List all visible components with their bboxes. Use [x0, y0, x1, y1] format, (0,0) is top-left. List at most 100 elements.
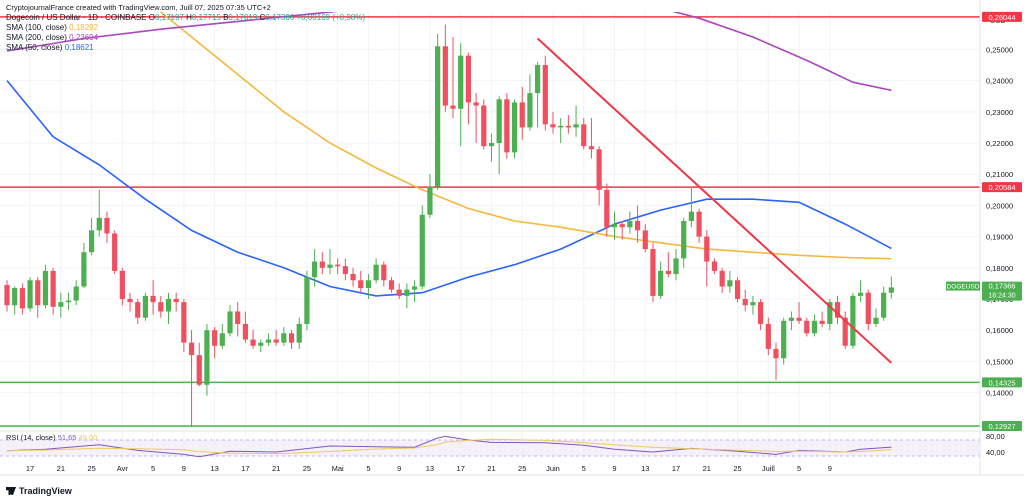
candle-body	[96, 217, 102, 231]
candle-body	[365, 280, 372, 289]
candle-body	[681, 221, 687, 259]
candle-body	[504, 99, 510, 153]
candle-body	[881, 292, 887, 318]
candle-body	[265, 339, 272, 343]
candle-body	[204, 330, 210, 385]
level-tag	[982, 11, 1022, 22]
time-tick-label: 13	[426, 464, 434, 473]
candle-body	[19, 288, 25, 309]
candle-body	[788, 317, 794, 321]
rsi-pane	[0, 435, 980, 458]
candle-body	[842, 317, 848, 346]
candle-body	[704, 236, 710, 262]
candle-body	[4, 284, 10, 306]
candle-body	[27, 280, 33, 309]
horizontal-levels	[0, 16, 980, 427]
level-tag-label: 0,14325	[988, 378, 1015, 387]
resistance-trendline	[536, 37, 893, 364]
candle-body	[827, 302, 833, 324]
rsi-value: 51,65	[57, 433, 77, 442]
time-axis: 17 21 25 Avr 5 9 13 17 21 25 Mai 5 9 13 17 21 25 Juin 5 9 13…	[0, 464, 1024, 476]
candle-body	[227, 311, 233, 334]
candle-body	[188, 342, 195, 356]
candle-body	[581, 124, 587, 147]
sma50-legend[interactable]: SMA (50, close) 0,18621	[6, 43, 94, 52]
candle-body	[273, 339, 279, 343]
candle-body	[465, 55, 471, 103]
candle-body	[58, 302, 64, 307]
candle-body	[281, 333, 287, 343]
brand-name: TradingView	[19, 486, 72, 496]
time-tick-label: 9	[828, 464, 832, 473]
candle-body	[658, 270, 664, 296]
time-tick-label: 21	[272, 464, 280, 473]
candle-body	[565, 125, 571, 128]
candle-body	[634, 221, 641, 231]
time-tick-label: 21	[57, 464, 65, 473]
price-tick-label: 0,24000	[986, 77, 1013, 86]
candle-body	[511, 102, 518, 153]
time-tick-label: 17	[457, 464, 465, 473]
candle-body	[804, 320, 810, 334]
candle-body	[327, 264, 333, 268]
sma100-legend[interactable]: SMA (100, close) 0,18292	[6, 23, 99, 32]
candle-body	[358, 280, 364, 289]
candle-body	[458, 55, 464, 109]
candle-body	[496, 99, 502, 144]
candle-body	[35, 280, 41, 306]
candle-body	[319, 261, 325, 268]
candle-body	[550, 124, 556, 128]
rsi-tick-label: 40,00	[986, 448, 1005, 457]
time-tick-label: 25	[518, 464, 526, 473]
sma200-legend[interactable]: SMA (200, close) 0,23694	[6, 33, 99, 42]
high-value: 0,17715	[191, 13, 221, 22]
watermark-title: CryptojournalFrance created with Trading…	[6, 3, 271, 12]
candle-body	[742, 298, 748, 306]
level-tag	[982, 421, 1022, 432]
tradingview-logo-icon	[6, 487, 16, 495]
candle-body	[873, 317, 879, 324]
candle-body	[773, 348, 779, 359]
price-tick-label: 0,25000	[986, 45, 1013, 54]
rsi-band	[0, 440, 980, 456]
candle-body	[819, 320, 825, 324]
candle-body	[381, 264, 387, 281]
candle-body	[335, 264, 341, 267]
candle-body	[473, 102, 479, 106]
price-tick-label: 0,22000	[986, 139, 1013, 148]
price-label-value: 0,17366	[988, 282, 1015, 291]
sma-line	[6, 12, 892, 92]
time-tick-label: 5	[151, 464, 155, 473]
rsi-legend[interactable]: RSI (14, close) 51,65 49,00	[6, 433, 98, 442]
candlesticks	[4, 24, 894, 427]
price-tick-label: 0,23000	[986, 108, 1013, 117]
time-tick-label: 17	[26, 464, 34, 473]
candle-body	[65, 300, 72, 303]
candle-body	[165, 298, 172, 312]
candle-body	[650, 249, 656, 296]
price-axis-bg	[980, 0, 1024, 501]
price-tick-label: 0,14000	[986, 389, 1013, 398]
candle-body	[258, 342, 264, 346]
candle-body	[519, 102, 525, 128]
candle-body	[181, 302, 187, 343]
candle-body	[419, 214, 425, 287]
candle-body	[665, 270, 671, 275]
time-tick-label: 21	[703, 464, 711, 473]
candle-body	[350, 274, 356, 281]
price-tick-label: 0,15000	[986, 357, 1013, 366]
candle-body	[834, 302, 841, 318]
candle-body	[427, 186, 433, 215]
candle-body	[865, 292, 871, 324]
candle-body	[312, 261, 318, 278]
candle-body	[711, 261, 718, 271]
candle-body	[673, 258, 679, 275]
level-tag	[982, 182, 1022, 193]
candle-body	[127, 298, 133, 303]
trendline	[536, 37, 893, 364]
tradingview-footer[interactable]: TradingView	[6, 486, 72, 496]
price-label-box	[982, 281, 1022, 301]
candle-body	[611, 224, 618, 228]
candle-body	[604, 189, 610, 228]
